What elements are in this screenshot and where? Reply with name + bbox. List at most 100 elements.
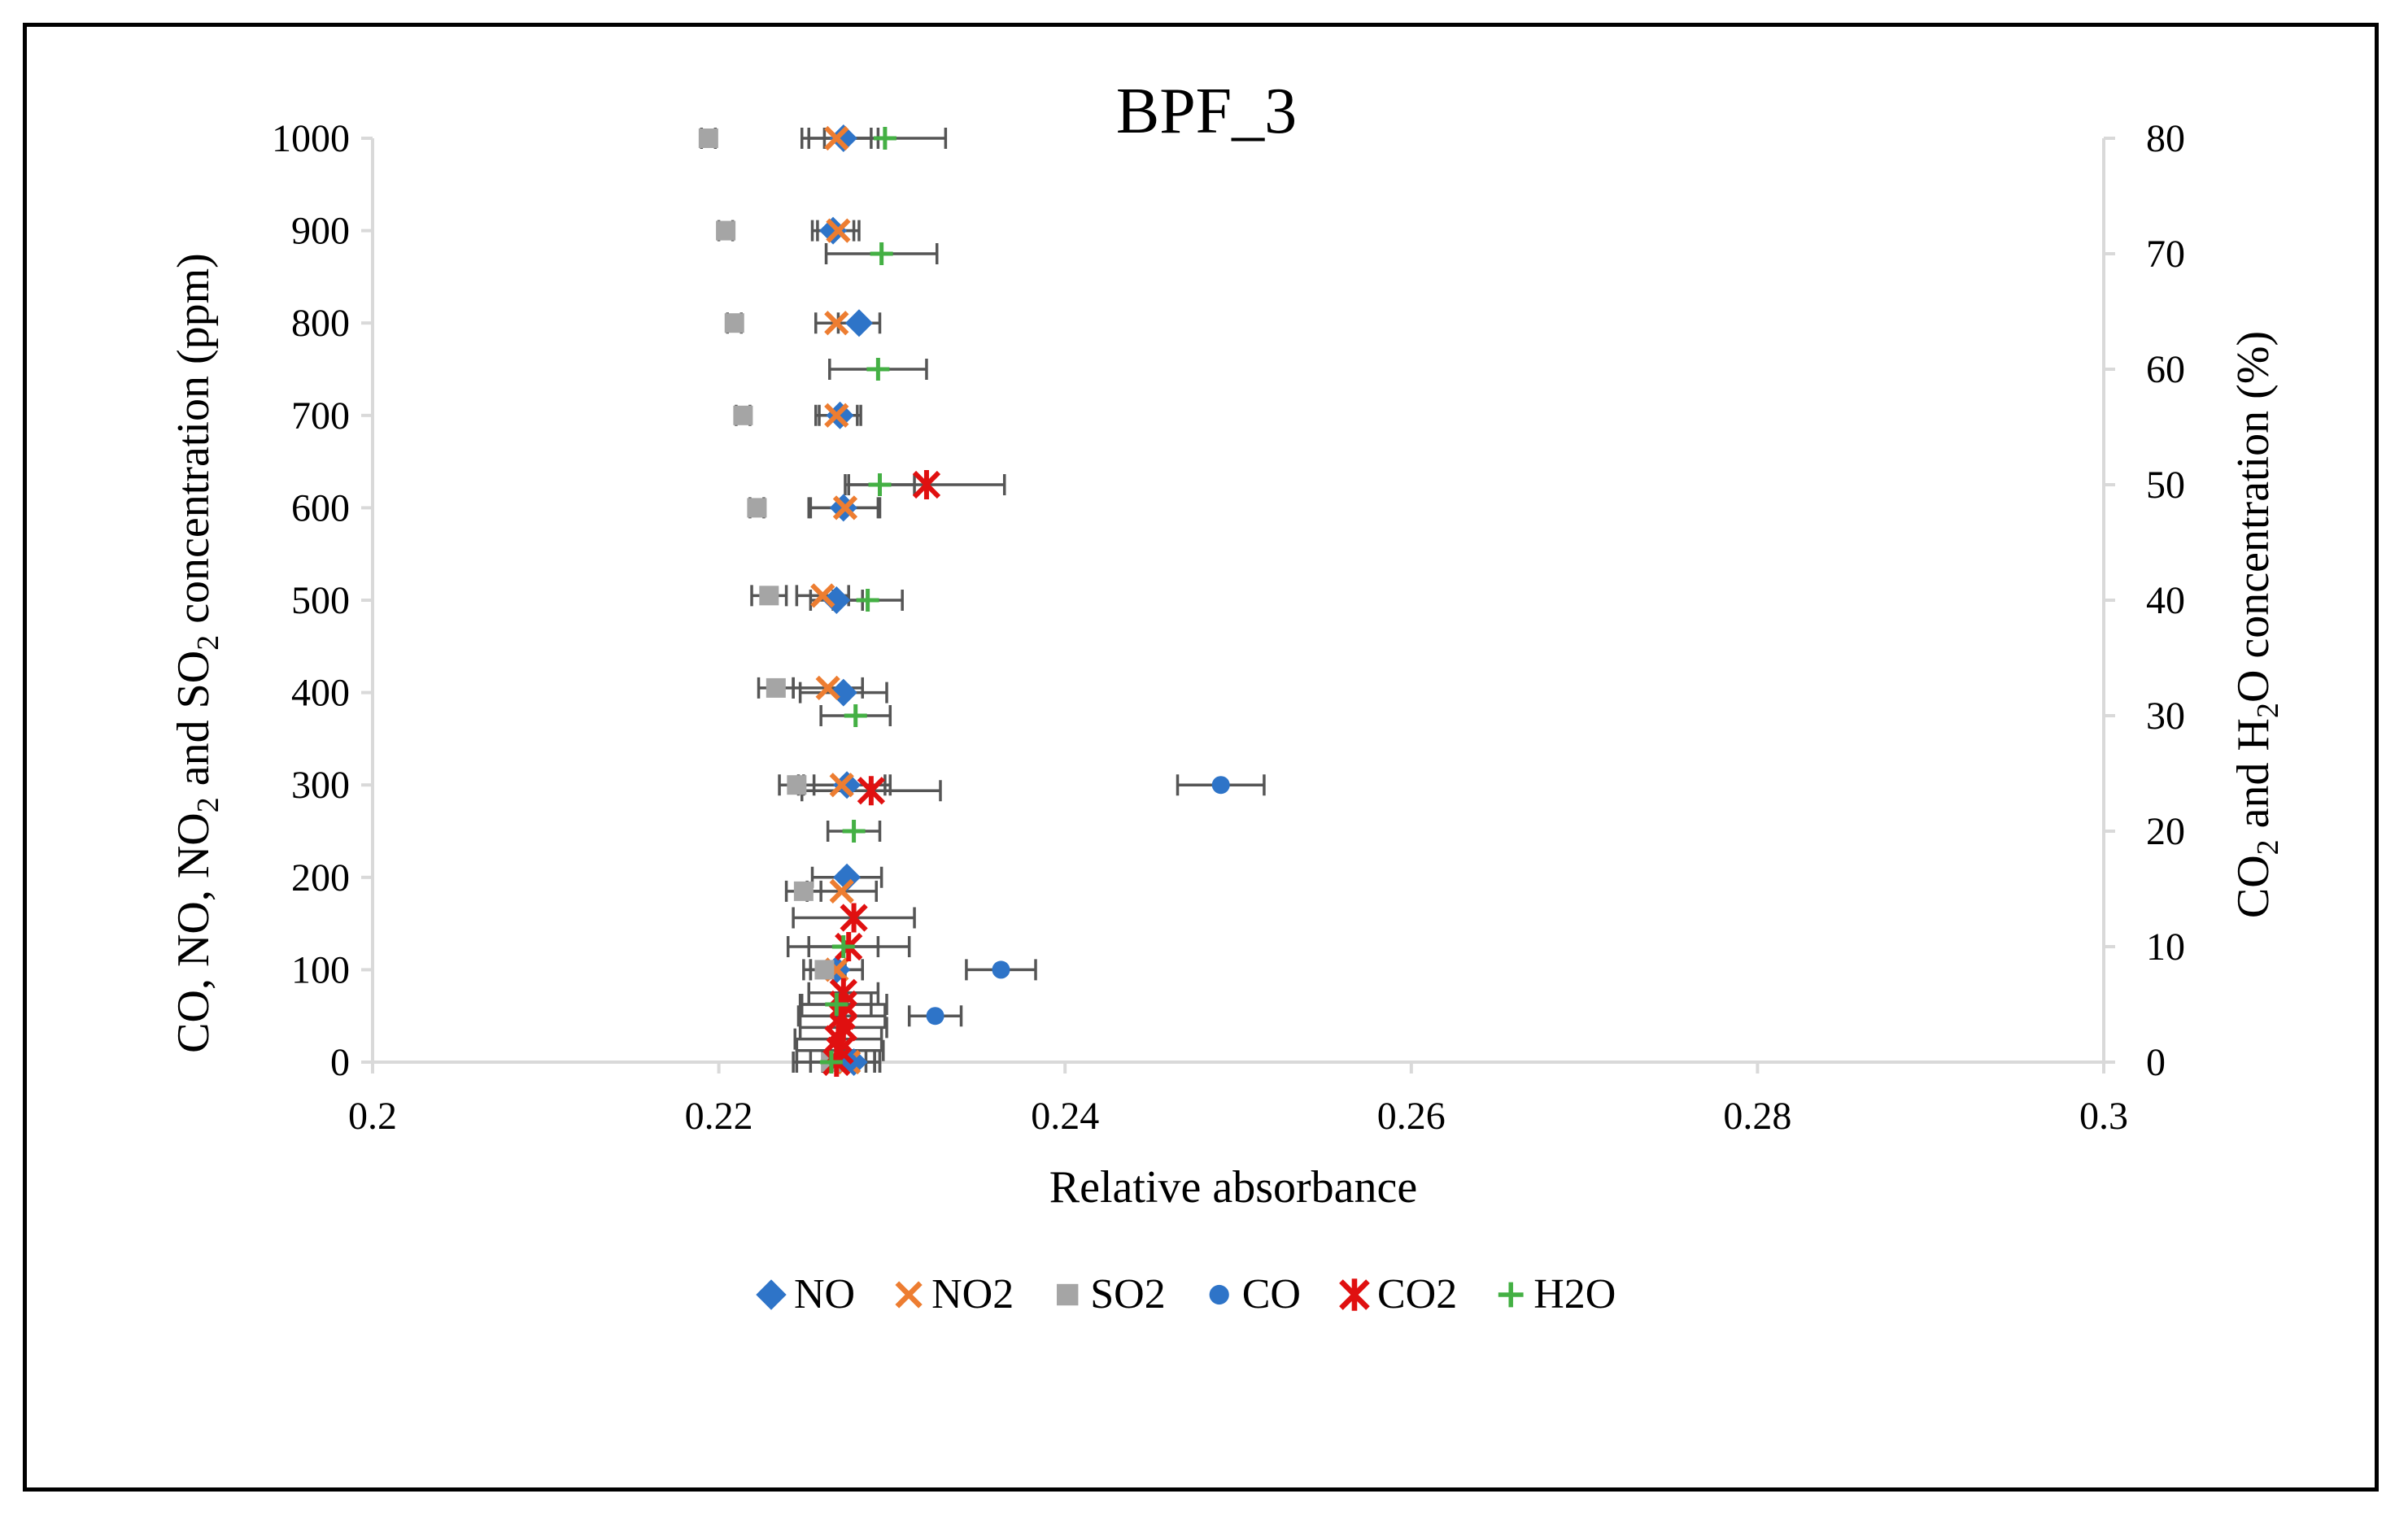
x-tick-label: 0.22 (685, 1095, 753, 1138)
marker-x (815, 675, 840, 701)
marker-x (895, 1281, 923, 1309)
plot-axes: 0.2 0.22 0.24 0.26 0.28 0.3010020030040050060… (272, 117, 2185, 1138)
axis-label-part: O concentration (%) (2228, 331, 2279, 703)
y2-tick-label: 70 (2146, 233, 2185, 276)
y-tick-label: 400 (291, 672, 350, 715)
y2-tick-label: 50 (2146, 464, 2185, 507)
marker-plus (842, 820, 866, 843)
legend-item-co2: CO2 (1339, 1271, 1457, 1317)
marker-square (1057, 1283, 1079, 1306)
axis-label-part: 2 (2251, 839, 2285, 855)
marker-circle (926, 1007, 944, 1026)
marker-diamond (819, 216, 848, 245)
legend-item-co: CO (1209, 1271, 1301, 1317)
marker-plus (1498, 1282, 1524, 1308)
y2-tick-label: 0 (2146, 1041, 2166, 1084)
y-axis-label: CO, NO, NO2 and SO2 concentration (ppm) (168, 253, 225, 1053)
legend-item-h2o: H2O (1498, 1271, 1616, 1317)
chart-title: BPF_3 (1116, 76, 1297, 147)
legend: NO NO2 SO2 CO CO2 H2O (756, 1271, 1616, 1317)
legend-label-no: NO (794, 1271, 855, 1317)
y-tick-label: 900 (291, 210, 350, 253)
marker-circle (992, 960, 1010, 979)
marker-x (832, 495, 858, 520)
marker-square (724, 313, 744, 333)
marker-diamond (822, 586, 851, 614)
marker-diamond (844, 309, 873, 338)
legend-label-co: CO (1242, 1271, 1301, 1317)
axis-label-part: and SO (168, 651, 219, 797)
y2-tick-label: 20 (2146, 810, 2185, 853)
marker-star (857, 776, 885, 806)
x-tick-label: 0.2 (348, 1095, 397, 1138)
y-tick-label: 800 (291, 302, 350, 345)
y-tick-label: 100 (291, 948, 350, 991)
marker-x (824, 311, 849, 336)
legend-label-no2: NO2 (931, 1271, 1014, 1317)
y-tick-label: 300 (291, 764, 350, 807)
error-bars (700, 128, 1266, 1073)
axis-label-part: 2 (191, 635, 225, 651)
axis-label-part: and H (2228, 718, 2279, 839)
axis-label-part: concentration (ppm) (168, 253, 219, 635)
marker-x (826, 218, 851, 243)
marker-diamond (826, 401, 854, 429)
marker-x (824, 125, 849, 151)
axis-label-part: 2 (191, 797, 225, 812)
y-tick-label: 600 (291, 486, 350, 529)
legend-label-co2: CO2 (1377, 1271, 1457, 1317)
y2-tick-label: 80 (2146, 117, 2185, 160)
legend-item-so2: SO2 (1057, 1271, 1166, 1317)
y2-tick-label: 10 (2146, 926, 2185, 969)
marker-x (810, 583, 835, 608)
marker-star (1339, 1278, 1370, 1311)
marker-x (829, 878, 854, 904)
marker-square (716, 220, 736, 241)
marker-plus (873, 127, 896, 150)
markers (698, 124, 1230, 1077)
marker-x (824, 403, 849, 428)
marker-square (766, 677, 786, 698)
marker-star (912, 470, 941, 499)
y2-tick-label: 60 (2146, 348, 2185, 391)
marker-square (698, 128, 718, 148)
marker-plus (819, 1051, 843, 1074)
marker-plus (856, 589, 879, 612)
marker-square (793, 881, 814, 901)
marker-square (747, 498, 767, 518)
x-tick-label: 0.24 (1031, 1095, 1099, 1138)
marker-square (733, 405, 753, 425)
marker-plus (866, 358, 890, 381)
marker-circle (1211, 776, 1230, 795)
chart-frame: BPF_3 0.2 0.22 0.24 0.26 0.28 0.3 0 100 200 300 40… (23, 23, 2379, 1492)
x-tick-label: 0.3 (2079, 1095, 2128, 1138)
axis-label-part: CO, NO, NO (168, 812, 219, 1053)
legend-label-so2: SO2 (1090, 1271, 1165, 1317)
y-tick-label: 500 (291, 579, 350, 622)
y2-axis-label: CO2 and H2O concentration (%) (2228, 331, 2285, 918)
marker-square (787, 775, 807, 795)
marker-diamond (833, 863, 862, 891)
x-axis-label: Relative absorbance (1049, 1162, 1417, 1213)
chart-svg: BPF_3 0.2 0.22 0.24 0.26 0.28 0.3010020030040… (168, 76, 2285, 1317)
marker-plus (825, 993, 848, 1016)
marker-plus (844, 704, 867, 727)
marker-plus (831, 935, 855, 958)
legend-item-no: NO (756, 1271, 855, 1317)
legend-item-no2: NO2 (895, 1271, 1014, 1317)
marker-square (759, 586, 779, 606)
marker-plus (868, 473, 892, 496)
marker-square (814, 960, 835, 980)
marker-circle (1209, 1284, 1229, 1305)
axis-label-part: CO (2228, 855, 2279, 918)
marker-star (840, 903, 868, 933)
y-tick-label: 200 (291, 856, 350, 899)
legend-label-h2o: H2O (1533, 1271, 1616, 1317)
y-tick-label: 1000 (272, 117, 350, 160)
y-tick-label: 0 (330, 1041, 350, 1084)
y2-tick-label: 40 (2146, 579, 2185, 622)
y-tick-label: 700 (291, 394, 350, 438)
x-tick-label: 0.26 (1377, 1095, 1446, 1138)
marker-diamond (756, 1279, 787, 1310)
marker-x (829, 773, 854, 798)
